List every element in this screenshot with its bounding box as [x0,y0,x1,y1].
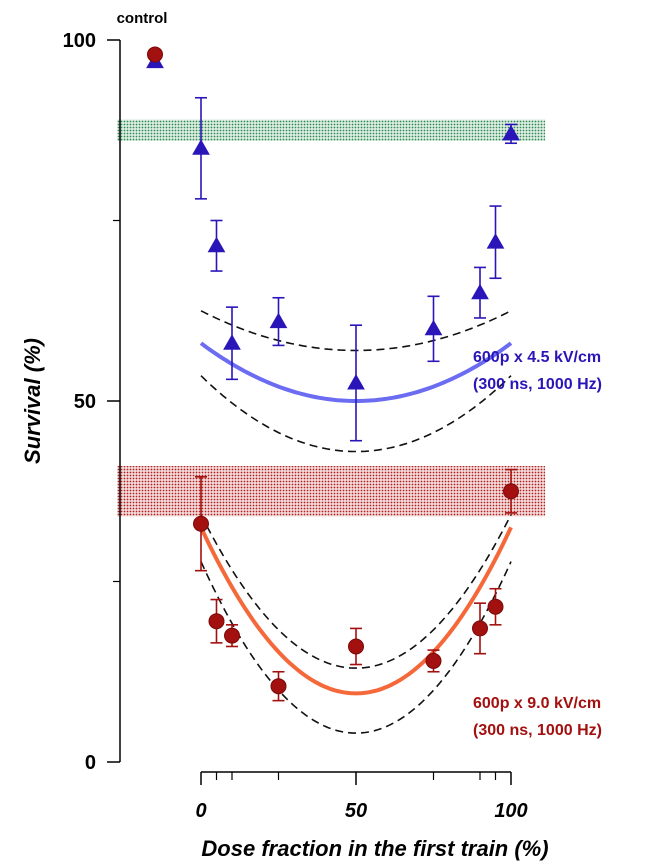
point-red-6 [472,620,488,637]
x-tick-label-100: 100 [494,800,527,822]
annotation-blue-line2: (300 ns, 1000 Hz) [473,376,602,393]
y-tick-label-50: 50 [74,391,96,413]
control-point-red [147,46,163,63]
point-blue-2 [223,334,241,350]
point-blue-6 [471,283,489,300]
reference-bands [117,119,546,517]
point-red-0 [193,515,209,532]
reference-band-blue [117,119,546,142]
reference-band-red [117,465,546,517]
x-axis-title: Dose fraction in the first train (%) [201,836,548,861]
point-red-5 [425,652,442,669]
ci-upper-red [200,514,512,669]
point-blue-5 [424,319,443,336]
ci-lower-blue [200,375,512,453]
x-tick-label-50: 50 [345,800,367,822]
point-blue-0 [192,139,210,155]
point-red-2 [224,627,240,644]
y-tick-label-0: 0 [85,752,96,774]
point-blue-8 [502,124,520,141]
point-red-7 [487,598,504,615]
control-label: control [117,10,168,27]
y-axis-title: Survival (%) [20,338,45,464]
point-blue-3 [269,312,288,329]
point-red-1 [208,613,225,630]
point-red-3 [270,678,287,695]
fit-curve-red [199,526,513,696]
point-blue-1 [207,236,226,253]
x-tick-label-0: 0 [195,800,206,822]
point-red-4 [348,638,364,655]
annotation-blue-line1: 600p x 4.5 kV/cm [473,349,601,366]
annotation-red-line2: (300 ns, 1000 Hz) [473,722,602,739]
point-red-8 [503,483,519,500]
data-marks [146,46,520,702]
axes [119,40,511,773]
y-ticks: 0 50 100 [63,30,120,774]
point-blue-4 [347,373,365,390]
annotation-red-line1: 600p x 9.0 kV/cm [473,695,601,712]
y-tick-label-100: 100 [63,30,96,52]
point-blue-7 [486,233,505,249]
x-ticks: 0 50 100 [195,772,528,822]
ci-lower-red [200,561,512,734]
